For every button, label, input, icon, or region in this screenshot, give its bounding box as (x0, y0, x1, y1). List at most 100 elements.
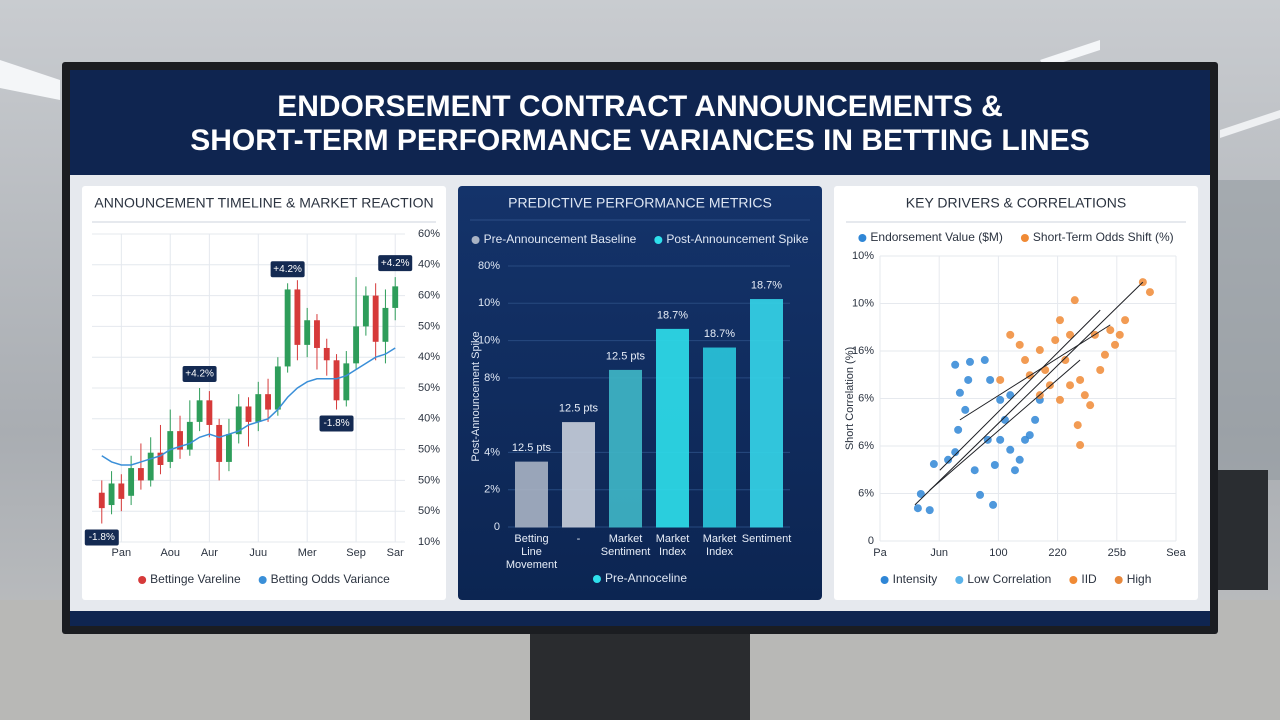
legend: Bettinge Vareline Betting Odds Variance (138, 572, 390, 586)
candle-body (186, 421, 193, 450)
bar (656, 328, 689, 528)
annotation: +4.2% (381, 258, 410, 269)
annotation: -1.8% (323, 418, 349, 429)
panel (82, 186, 446, 600)
y-axis-label: Post-Announcement Spike (470, 331, 482, 461)
legend-swatch (1069, 576, 1078, 584)
legend-swatch (138, 576, 147, 584)
trend-line (914, 281, 1144, 506)
scatter-point (1145, 288, 1154, 297)
y-tick-label: 40% (418, 413, 440, 425)
legend-swatch (858, 234, 867, 242)
legend: Endorsement Value ($M) Short-Term Odds Sh… (858, 230, 1174, 244)
ceiling-light (0, 60, 60, 100)
scatter-point (1045, 381, 1054, 390)
page-title: SHORT-TERM PERFORMANCE VARIANCES IN BETT… (190, 124, 1089, 157)
y-tick-label: 6% (858, 487, 874, 499)
scatter-point (1025, 431, 1034, 440)
legend-swatch (880, 576, 889, 584)
annotation-box (270, 261, 305, 278)
ceiling-light (1220, 110, 1280, 138)
scatter-point (1115, 330, 1124, 339)
candle-body (382, 307, 389, 342)
candle-body (392, 286, 399, 308)
scatter-point (1061, 356, 1070, 365)
candle-body (167, 431, 174, 462)
scatter-point (925, 506, 934, 515)
scatter-point (1100, 350, 1109, 359)
trend-line (929, 359, 1081, 491)
annotation-box (319, 415, 354, 432)
scatter-point (929, 460, 938, 469)
scatter-point (1080, 391, 1089, 400)
scatter-point (1006, 391, 1015, 400)
legend-label: Betting Odds Variance (271, 572, 391, 586)
chart-title: PREDICTIVE PERFORMANCE METRICS (508, 195, 772, 211)
legend-label: Post-Announcement Spike (666, 232, 808, 246)
scatter-point (1106, 326, 1115, 335)
scatter-point (1121, 316, 1130, 325)
trend-line (959, 324, 1111, 421)
scatter-point (1086, 401, 1095, 410)
x-tick-label: Pan (112, 547, 132, 559)
bar (750, 299, 783, 528)
chart-title: ANNOUNCEMENT TIMELINE & MARKET REACTION (94, 195, 433, 211)
scatter-point (1021, 356, 1030, 365)
page-title: ENDORSEMENT CONTRACT ANNOUNCEMENTS & (277, 90, 1003, 123)
scatter-point (990, 461, 999, 469)
candle-body (333, 360, 340, 401)
scatter-point (1041, 366, 1050, 374)
y-axis-label: Short Correlation (%) (844, 347, 856, 450)
scatter-point (996, 375, 1005, 384)
candle-body (216, 424, 223, 462)
y-tick-label: 0 (868, 535, 874, 547)
x-tick-label: 100 (989, 547, 1007, 559)
value-label: 18.7% (751, 279, 782, 291)
y-tick-label: 50% (418, 474, 440, 486)
scatter-point (1051, 336, 1060, 345)
legend: Pre-Annoceline (592, 571, 687, 585)
value-label: 12.5 pts (512, 442, 552, 454)
x-tick-label: Juu (249, 547, 267, 559)
scatter-point (1070, 296, 1079, 305)
y-tick-label: 40% (418, 351, 440, 363)
scatter-point (1076, 375, 1085, 384)
annotation: +4.2% (185, 369, 214, 380)
y-tick-label: 50% (418, 320, 440, 332)
legend-label: Pre-Annoceline (605, 571, 687, 585)
scatter-point (970, 466, 979, 475)
candle-body (314, 320, 320, 348)
scatter-point (1066, 381, 1075, 390)
y-tick-label: 50% (418, 444, 440, 456)
legend: Pre-Announcement Baseline Post-Announceme… (471, 232, 809, 246)
candle-body (343, 363, 350, 401)
scatter-point (954, 425, 963, 434)
scatter-point (1055, 395, 1064, 404)
x-tick-label: Pa (873, 547, 887, 559)
annotation-box (182, 366, 217, 382)
y-tick-label: 6% (858, 440, 874, 452)
legend-label: Bettinge Vareline (150, 572, 241, 586)
candle-body (265, 394, 271, 410)
legend-swatch (955, 576, 964, 584)
scatter-point (1111, 340, 1120, 349)
scatter-point (964, 375, 973, 384)
scatter-point (955, 388, 964, 397)
candle-body (274, 366, 281, 410)
trend-line (939, 309, 1101, 471)
value-label: 12.5 pts (559, 403, 599, 415)
candle-body (284, 289, 291, 367)
candle-body (137, 468, 144, 481)
scatter-point (976, 490, 985, 499)
scatter-point (916, 489, 925, 498)
scatter-point (1015, 455, 1024, 464)
scatter-point (996, 395, 1005, 404)
y-tick-label: 40% (418, 259, 440, 271)
window (1215, 180, 1280, 480)
x-tick-label: Market Index (702, 533, 737, 558)
legend-label: High (1127, 572, 1152, 586)
scatter-point (1010, 466, 1019, 475)
annotation-box (84, 529, 119, 546)
scatter-point (1000, 415, 1009, 424)
candle-body (323, 347, 330, 361)
